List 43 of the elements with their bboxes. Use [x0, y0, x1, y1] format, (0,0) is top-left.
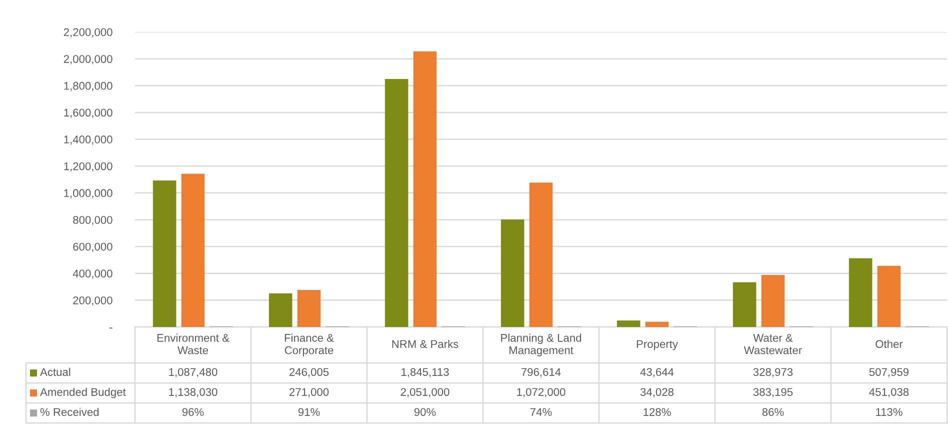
- x-tick-label: Finance & Corporate: [284, 334, 334, 356]
- data-label: 128%: [644, 408, 671, 416]
- data-label: 113%: [876, 408, 902, 416]
- data-label: 1,087,480: [169, 368, 218, 378]
- x-tick-label: NRM & Parks: [392, 340, 458, 348]
- x-tick-label: Planning & Land Management: [501, 334, 582, 356]
- y-tick-label: 1,200,000: [64, 162, 112, 172]
- data-label: 91%: [298, 408, 320, 416]
- data-label: 1,072,000: [517, 388, 566, 398]
- x-tick-label: Water & Wastewater: [744, 334, 802, 354]
- data-label: 34,028: [640, 388, 674, 398]
- y-tick-label: 600,000: [73, 242, 112, 252]
- y-tick-label: 2,200,000: [64, 28, 112, 38]
- legend-label: Actual: [40, 368, 70, 376]
- y-tick-label: 1,400,000: [64, 136, 112, 145]
- data-label: 96%: [182, 408, 204, 416]
- data-label: 43,644: [640, 368, 674, 378]
- data-label: 796,614: [521, 368, 561, 378]
- data-label: 328,973: [753, 368, 793, 378]
- data-label: 86%: [762, 408, 784, 416]
- legend-label: % Received: [40, 408, 99, 416]
- data-label: 507,959: [869, 368, 909, 378]
- x-tick-label: Other: [876, 340, 903, 348]
- data-label: 2,051,000: [400, 388, 450, 398]
- data-label: 451,038: [869, 388, 909, 398]
- data-label: 1,845,113: [402, 368, 449, 378]
- y-tick-label: 800,000: [73, 216, 112, 226]
- data-label: 1,138,030: [169, 388, 218, 398]
- y-tick-label: 1,800,000: [64, 82, 112, 92]
- y-tick-label: 2,000,000: [64, 55, 112, 64]
- data-label: 246,005: [289, 368, 329, 378]
- x-tick-label: Property: [636, 340, 678, 350]
- data-label: 271,000: [289, 388, 329, 398]
- data-label: 383,195: [753, 388, 793, 398]
- legend-label: Amended Budget: [40, 388, 126, 398]
- data-label: 90%: [414, 408, 436, 416]
- y-tick-label: -: [110, 328, 112, 329]
- data-label: 74%: [530, 408, 552, 416]
- y-tick-label: 1,600,000: [64, 108, 112, 118]
- y-tick-label: 200,000: [73, 296, 112, 306]
- y-tick-label: 400,000: [72, 270, 112, 279]
- y-tick-label: 1,000,000: [64, 189, 112, 198]
- x-tick-label: Environment & Waste: [157, 334, 230, 354]
